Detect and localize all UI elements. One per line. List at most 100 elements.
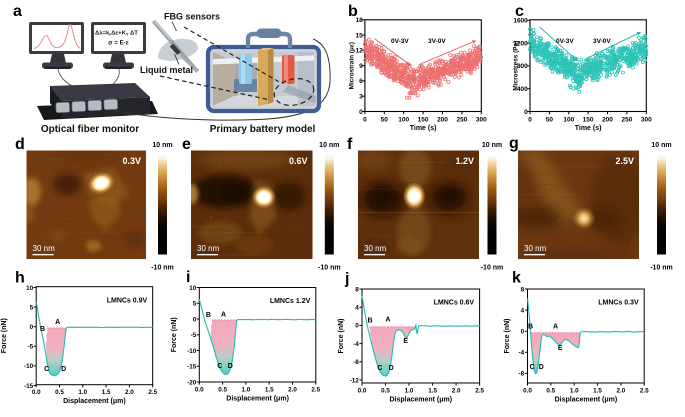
svg-text:-8: -8 <box>518 371 524 378</box>
svg-text:Time (s): Time (s) <box>575 125 602 132</box>
svg-text:Displacement (μm): Displacement (μm) <box>389 396 452 403</box>
svg-text:B: B <box>40 326 45 333</box>
svg-text:250: 250 <box>621 117 632 124</box>
svg-text:0: 0 <box>521 329 525 336</box>
svg-text:1.5: 1.5 <box>593 387 602 394</box>
svg-text:100: 100 <box>563 117 574 124</box>
svg-text:100: 100 <box>398 117 409 124</box>
svg-text:0.5: 0.5 <box>55 389 64 396</box>
svg-text:50: 50 <box>381 117 389 124</box>
svg-text:0.0: 0.0 <box>195 386 204 393</box>
svg-text:15: 15 <box>355 32 363 39</box>
svg-text:2.0: 2.0 <box>125 389 134 396</box>
svg-text:0.5: 0.5 <box>381 387 390 394</box>
svg-text:Force (nN): Force (nN) <box>1 318 8 353</box>
svg-text:1200: 1200 <box>513 40 528 47</box>
svg-text:1.5: 1.5 <box>102 389 111 396</box>
svg-text:150: 150 <box>583 117 594 124</box>
svg-text:C: C <box>217 363 222 370</box>
svg-text:30 nm: 30 nm <box>197 244 220 253</box>
svg-text:D: D <box>228 363 233 370</box>
svg-text:2.5: 2.5 <box>311 386 320 393</box>
svg-text:400: 400 <box>517 86 528 93</box>
svg-text:10 nm: 10 nm <box>319 142 339 149</box>
svg-text:3: 3 <box>359 94 363 101</box>
svg-text:LMNCs 0.3V: LMNCs 0.3V <box>598 300 639 307</box>
svg-text:Displacement (μm): Displacement (μm) <box>555 396 618 403</box>
svg-text:Microstrain (με): Microstrain (με) <box>349 42 356 89</box>
svg-text:-10 nm: -10 nm <box>481 265 504 272</box>
svg-text:800: 800 <box>517 63 528 70</box>
svg-text:a: a <box>13 3 22 20</box>
svg-text:B: B <box>528 324 533 331</box>
svg-text:A: A <box>221 312 226 319</box>
svg-text:3V-0V: 3V-0V <box>428 38 446 45</box>
svg-text:-10 nm: -10 nm <box>650 265 673 272</box>
svg-text:300: 300 <box>476 117 487 124</box>
svg-text:D: D <box>539 364 544 371</box>
svg-text:10: 10 <box>26 285 34 292</box>
svg-text:5: 5 <box>193 301 197 308</box>
svg-text:1.2V: 1.2V <box>455 156 474 166</box>
svg-text:8: 8 <box>355 286 359 293</box>
svg-text:i: i <box>186 269 190 286</box>
svg-text:2.5: 2.5 <box>640 387 649 394</box>
svg-text:LMNCs 1.2V: LMNCs 1.2V <box>270 298 311 305</box>
svg-text:Δλ=kεΔε+KT ΔT: Δλ=kεΔε+KT ΔT <box>95 31 138 37</box>
svg-text:30 nm: 30 nm <box>33 244 56 253</box>
svg-text:2.5V: 2.5V <box>615 156 634 166</box>
svg-text:f: f <box>347 136 353 153</box>
svg-text:FBG sensors: FBG sensors <box>164 12 220 22</box>
svg-text:3V-0V: 3V-0V <box>593 38 611 45</box>
svg-text:g: g <box>509 135 519 152</box>
svg-text:10 nm: 10 nm <box>482 142 502 149</box>
svg-text:2.0: 2.0 <box>452 387 461 394</box>
svg-text:0V-3V: 0V-3V <box>391 38 409 45</box>
svg-text:0.6V: 0.6V <box>289 156 308 166</box>
svg-text:30 nm: 30 nm <box>364 244 387 253</box>
svg-text:b: b <box>348 3 358 20</box>
svg-text:4: 4 <box>521 307 525 314</box>
svg-text:LMNCs 0.9V: LMNCs 0.9V <box>107 297 148 304</box>
svg-text:0: 0 <box>193 316 197 323</box>
svg-text:0.3V: 0.3V <box>122 156 141 166</box>
svg-text:C: C <box>377 365 382 372</box>
svg-text:-12: -12 <box>350 377 360 384</box>
svg-text:h: h <box>15 270 25 287</box>
svg-text:1.5: 1.5 <box>428 387 437 394</box>
svg-text:C: C <box>530 364 535 371</box>
svg-text:5: 5 <box>30 304 34 311</box>
svg-text:10 nm: 10 nm <box>152 142 172 149</box>
svg-text:Optical fiber monitor: Optical fiber monitor <box>41 124 139 135</box>
svg-text:0.5: 0.5 <box>218 386 227 393</box>
svg-text:Displacement (μm): Displacement (μm) <box>226 395 289 402</box>
svg-text:2.0: 2.0 <box>617 387 626 394</box>
svg-text:-8: -8 <box>353 359 359 366</box>
svg-text:150: 150 <box>418 117 429 124</box>
svg-text:A: A <box>55 319 60 326</box>
svg-text:A: A <box>553 323 558 330</box>
svg-text:1.5: 1.5 <box>265 386 274 393</box>
svg-text:D: D <box>389 365 394 372</box>
svg-text:Microstress (Pa): Microstress (Pa) <box>513 41 520 91</box>
svg-text:2.5: 2.5 <box>475 387 484 394</box>
svg-text:C: C <box>44 366 49 373</box>
svg-text:0: 0 <box>30 324 34 331</box>
svg-text:4: 4 <box>355 305 359 312</box>
svg-text:0: 0 <box>528 117 532 124</box>
svg-text:0: 0 <box>359 109 363 116</box>
svg-text:200: 200 <box>602 117 613 124</box>
svg-text:6: 6 <box>359 78 363 85</box>
svg-text:50: 50 <box>546 117 554 124</box>
svg-text:12: 12 <box>355 48 363 55</box>
svg-text:-10 nm: -10 nm <box>151 265 174 272</box>
svg-text:0.5: 0.5 <box>546 387 555 394</box>
svg-text:1.0: 1.0 <box>570 387 579 394</box>
svg-text:-10 nm: -10 nm <box>318 265 341 272</box>
svg-text:Force (nN): Force (nN) <box>504 319 511 354</box>
svg-text:8: 8 <box>521 286 525 293</box>
svg-text:10 nm: 10 nm <box>651 142 671 149</box>
svg-text:18: 18 <box>355 17 363 24</box>
svg-text:A: A <box>385 316 390 323</box>
svg-text:1600: 1600 <box>513 18 528 25</box>
